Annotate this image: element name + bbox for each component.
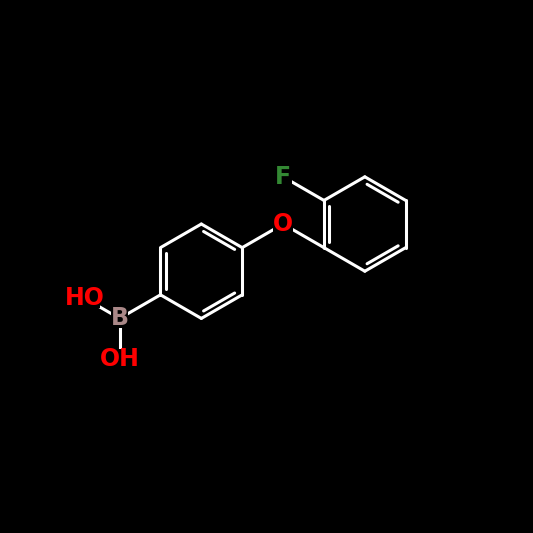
- Text: B: B: [110, 306, 128, 330]
- Text: O: O: [273, 212, 293, 236]
- FancyBboxPatch shape: [274, 167, 292, 186]
- FancyBboxPatch shape: [106, 349, 133, 368]
- FancyBboxPatch shape: [69, 289, 100, 308]
- Text: OH: OH: [100, 346, 140, 370]
- FancyBboxPatch shape: [111, 309, 128, 328]
- Text: F: F: [275, 165, 291, 189]
- Text: HO: HO: [65, 286, 105, 310]
- FancyBboxPatch shape: [273, 215, 293, 233]
